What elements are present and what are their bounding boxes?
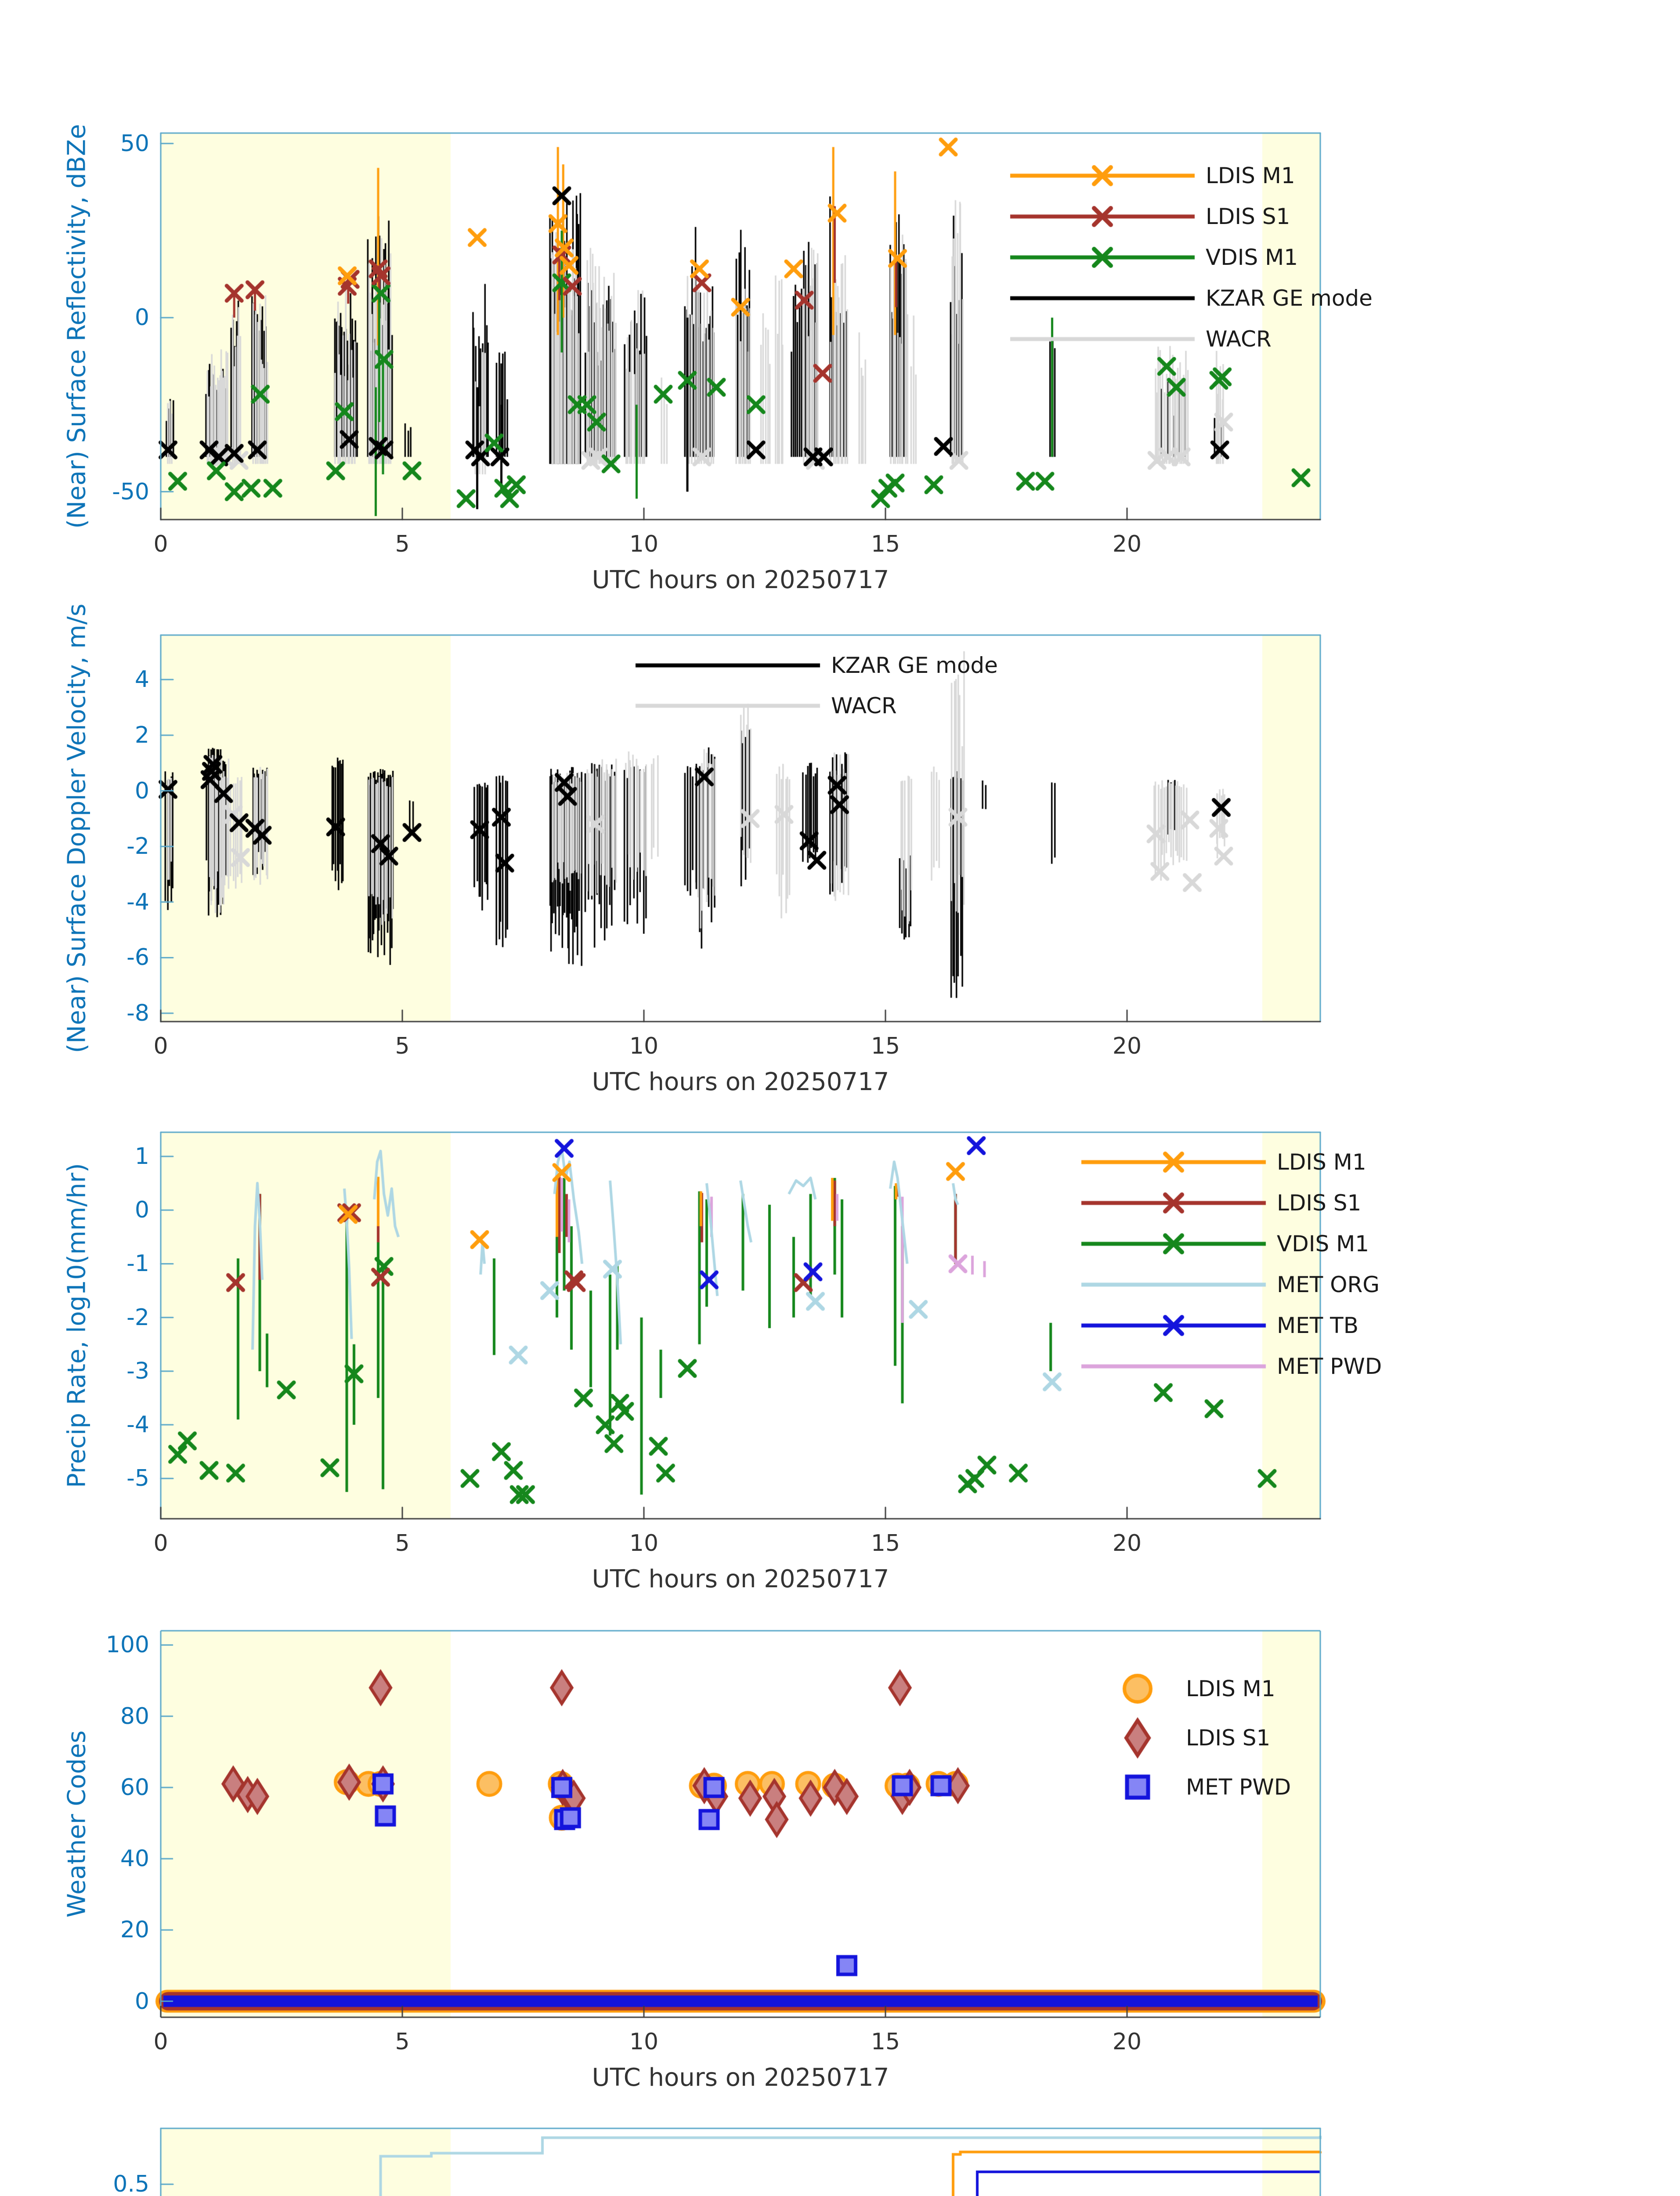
legend-label-vdis-m1: VDIS M1 bbox=[1277, 1231, 1369, 1257]
y-tick-label: -8 bbox=[126, 1000, 149, 1026]
y-tick-label: -4 bbox=[126, 1412, 149, 1438]
y-tick-label: -2 bbox=[126, 1304, 149, 1331]
x-tick-label: 10 bbox=[629, 1033, 659, 1059]
y-tick-label: -3 bbox=[126, 1358, 149, 1384]
precip-rate-y-axis-label: Precip Rate, log10(mm/hr) bbox=[62, 1163, 91, 1488]
legend-label-met-pwd: MET PWD bbox=[1277, 1354, 1382, 1379]
x-tick-label: 5 bbox=[395, 1033, 410, 1059]
legend-label-kzar-ge-mode: KZAR GE mode bbox=[831, 653, 998, 678]
y-tick-label: 80 bbox=[120, 1703, 149, 1730]
x-tick-label: 20 bbox=[1112, 531, 1142, 557]
y-tick-label: -6 bbox=[126, 944, 149, 971]
x-tick-label: 0 bbox=[153, 2029, 168, 2055]
y-tick-label: -50 bbox=[112, 478, 149, 505]
doppler-x-axis-label: UTC hours on 20250717 bbox=[592, 1068, 889, 1096]
y-tick-label: 0.5 bbox=[113, 2171, 149, 2196]
y-tick-label: 0 bbox=[134, 304, 149, 331]
y-tick-label: 0 bbox=[134, 1988, 149, 2015]
x-tick-label: 15 bbox=[871, 531, 900, 557]
y-tick-label: 20 bbox=[120, 1917, 149, 1943]
x-tick-label: 5 bbox=[395, 2029, 410, 2055]
x-tick-label: 20 bbox=[1112, 1033, 1142, 1059]
x-tick-label: 5 bbox=[395, 1530, 410, 1557]
x-tick-label: 10 bbox=[629, 2029, 659, 2055]
precip-rate-plot-canvas bbox=[0, 1106, 1680, 1545]
legend-label-met-tb: MET TB bbox=[1277, 1313, 1359, 1338]
x-tick-label: 15 bbox=[871, 1033, 900, 1059]
weather-codes-plot-canvas bbox=[0, 1604, 1680, 2044]
legend-label-ldis-m1: LDIS M1 bbox=[1206, 163, 1295, 188]
x-tick-label: 15 bbox=[871, 2029, 900, 2055]
x-tick-label: 0 bbox=[153, 531, 168, 557]
x-tick-label: 10 bbox=[629, 531, 659, 557]
y-tick-label: 60 bbox=[120, 1774, 149, 1801]
y-tick-label: 0 bbox=[134, 777, 149, 804]
weather-codes-x-axis-label: UTC hours on 20250717 bbox=[592, 2063, 889, 2092]
y-tick-label: 50 bbox=[120, 130, 149, 157]
legend-label-ldis-m1: LDIS M1 bbox=[1186, 1676, 1275, 1701]
legend-label-ldis-m1: LDIS M1 bbox=[1277, 1149, 1366, 1175]
x-tick-label: 15 bbox=[871, 1530, 900, 1557]
doppler-velocity-plot-canvas bbox=[0, 609, 1680, 1048]
legend-label-ldis-s1: LDIS S1 bbox=[1206, 204, 1290, 229]
y-tick-label: 0 bbox=[134, 1197, 149, 1224]
legend-label-met-pwd: MET PWD bbox=[1186, 1774, 1291, 1800]
reflectivity-y-axis-label: (Near) Surface Reflectivity, dBZe bbox=[62, 124, 91, 529]
x-tick-label: 20 bbox=[1112, 2029, 1142, 2055]
legend-label-kzar-ge-mode: KZAR GE mode bbox=[1206, 285, 1373, 311]
precip-rate-x-axis-label: UTC hours on 20250717 bbox=[592, 1565, 889, 1593]
legend-label-wacr: WACR bbox=[1206, 326, 1272, 352]
weather-codes-y-axis-label: Weather Codes bbox=[62, 1730, 91, 1918]
reflectivity-plot-canvas bbox=[0, 107, 1680, 546]
y-tick-label: -4 bbox=[126, 889, 149, 915]
y-tick-label: 1 bbox=[134, 1143, 149, 1170]
y-tick-label: 40 bbox=[120, 1846, 149, 1872]
legend-label-met-org: MET ORG bbox=[1277, 1272, 1380, 1297]
cumulative-precip-plot-canvas bbox=[0, 2102, 1680, 2196]
y-tick-label: -5 bbox=[126, 1465, 149, 1492]
y-tick-label: 4 bbox=[134, 666, 149, 693]
x-tick-label: 5 bbox=[395, 531, 410, 557]
y-tick-label: 100 bbox=[105, 1632, 149, 1658]
x-tick-label: 10 bbox=[629, 1530, 659, 1557]
legend-label-ldis-s1: LDIS S1 bbox=[1186, 1725, 1271, 1751]
x-tick-label: 0 bbox=[153, 1530, 168, 1557]
reflectivity-x-axis-label: UTC hours on 20250717 bbox=[592, 566, 889, 594]
y-tick-label: 2 bbox=[134, 722, 149, 748]
legend-label-wacr: WACR bbox=[831, 693, 897, 719]
legend-label-vdis-m1: VDIS M1 bbox=[1206, 245, 1298, 270]
legend-label-ldis-s1: LDIS S1 bbox=[1277, 1190, 1362, 1216]
y-tick-label: -2 bbox=[126, 833, 149, 860]
doppler-y-axis-label: (Near) Surface Doppler Velocity, m/s bbox=[62, 603, 91, 1053]
y-tick-label: -1 bbox=[126, 1250, 149, 1277]
x-tick-label: 0 bbox=[153, 1033, 168, 1059]
x-tick-label: 20 bbox=[1112, 1530, 1142, 1557]
